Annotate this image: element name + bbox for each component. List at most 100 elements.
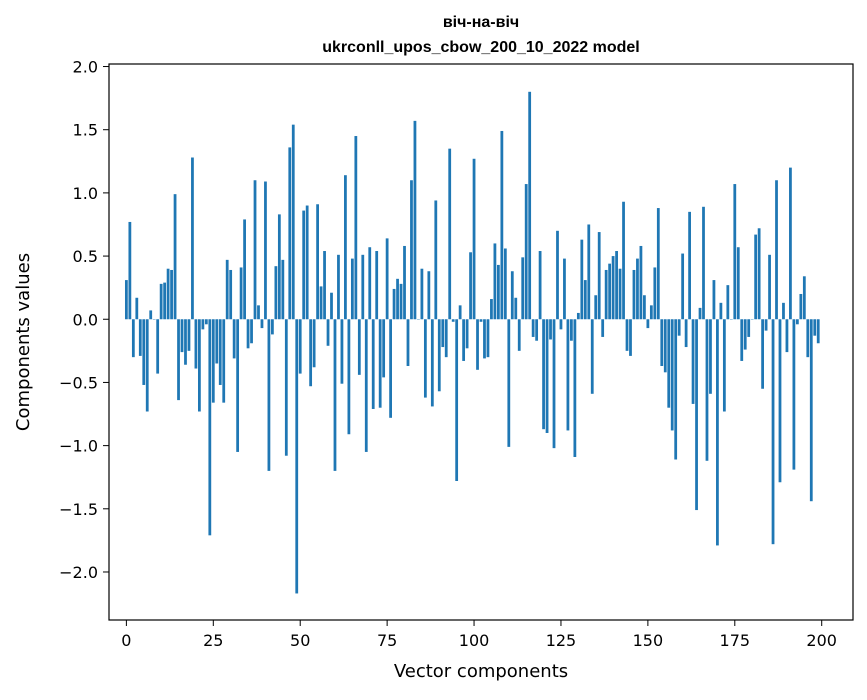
- bar: [160, 284, 163, 319]
- bar: [483, 319, 486, 358]
- bar: [567, 319, 570, 430]
- bar: [368, 247, 371, 319]
- bar: [146, 319, 149, 411]
- bar: [233, 319, 236, 358]
- bar: [518, 319, 521, 351]
- x-tick-label: 175: [720, 631, 751, 650]
- bar: [403, 246, 406, 319]
- bar: [285, 319, 288, 455]
- bar: [361, 255, 364, 319]
- bar: [261, 319, 264, 328]
- bar: [535, 319, 538, 340]
- bar: [452, 319, 455, 322]
- bar: [563, 259, 566, 320]
- bar: [713, 280, 716, 319]
- bar: [281, 260, 284, 319]
- bar: [351, 259, 354, 320]
- bar: [407, 319, 410, 366]
- bar: [386, 238, 389, 319]
- y-tick-label: 2.0: [73, 58, 98, 77]
- bar: [553, 319, 556, 448]
- bar: [327, 319, 330, 346]
- bar: [170, 270, 173, 319]
- bar: [257, 305, 260, 319]
- bar: [514, 298, 517, 319]
- bar: [720, 303, 723, 319]
- bar: [229, 270, 232, 319]
- y-tick-label: −0.5: [59, 373, 98, 392]
- bar: [379, 319, 382, 407]
- bar: [653, 267, 656, 319]
- bar: [737, 247, 740, 319]
- bar: [726, 285, 729, 319]
- bars-group: [125, 92, 820, 594]
- bar: [608, 264, 611, 320]
- y-tick-label: −2.0: [59, 563, 98, 582]
- y-tick-label: 0.5: [73, 247, 98, 266]
- bar: [497, 265, 500, 319]
- x-tick-label: 50: [290, 631, 310, 650]
- bar: [188, 319, 191, 351]
- bar: [633, 270, 636, 319]
- bar: [688, 212, 691, 319]
- bar: [761, 319, 764, 389]
- bar: [775, 180, 778, 319]
- bar: [400, 284, 403, 319]
- bar: [723, 319, 726, 411]
- bar: [337, 255, 340, 319]
- bar: [358, 319, 361, 375]
- bar: [177, 319, 180, 400]
- bar: [212, 319, 215, 402]
- y-tick-label: −1.0: [59, 437, 98, 456]
- bar: [629, 319, 632, 356]
- bar: [410, 180, 413, 319]
- bar: [507, 319, 510, 447]
- bar: [511, 271, 514, 319]
- bar: [184, 319, 187, 364]
- bar: [706, 319, 709, 461]
- bar: [542, 319, 545, 429]
- bar: [657, 208, 660, 319]
- bar: [139, 319, 142, 356]
- bar: [334, 319, 337, 471]
- bar: [685, 319, 688, 347]
- bar: [320, 286, 323, 319]
- bar: [806, 319, 809, 357]
- chart-subtitle: ukrconll_upos_cbow_200_10_2022 model: [322, 39, 639, 56]
- bar: [243, 219, 246, 319]
- x-axis-label: Vector components: [394, 661, 568, 682]
- bar: [598, 232, 601, 319]
- bar: [692, 319, 695, 404]
- bar: [615, 251, 618, 319]
- bar: [587, 224, 590, 319]
- bar: [636, 259, 639, 320]
- bar: [500, 131, 503, 319]
- bar: [619, 269, 622, 320]
- bar: [344, 175, 347, 319]
- bar: [768, 255, 771, 319]
- bar: [448, 149, 451, 320]
- bar: [480, 319, 483, 322]
- bar: [195, 319, 198, 368]
- bar: [372, 319, 375, 409]
- x-tick-label: 200: [806, 631, 837, 650]
- bar: [671, 319, 674, 430]
- bar: [740, 319, 743, 361]
- bar: [354, 136, 357, 319]
- bar: [678, 319, 681, 335]
- y-tick-label: 1.5: [73, 121, 98, 140]
- bar: [295, 319, 298, 593]
- bar: [278, 214, 281, 319]
- bar: [782, 303, 785, 319]
- bar: [591, 319, 594, 394]
- bar: [201, 319, 204, 329]
- bar: [215, 319, 218, 363]
- bar: [786, 319, 789, 352]
- bar: [546, 319, 549, 433]
- bar: [504, 248, 507, 319]
- bar: [733, 184, 736, 319]
- bar: [640, 246, 643, 319]
- x-tick-label: 100: [459, 631, 490, 650]
